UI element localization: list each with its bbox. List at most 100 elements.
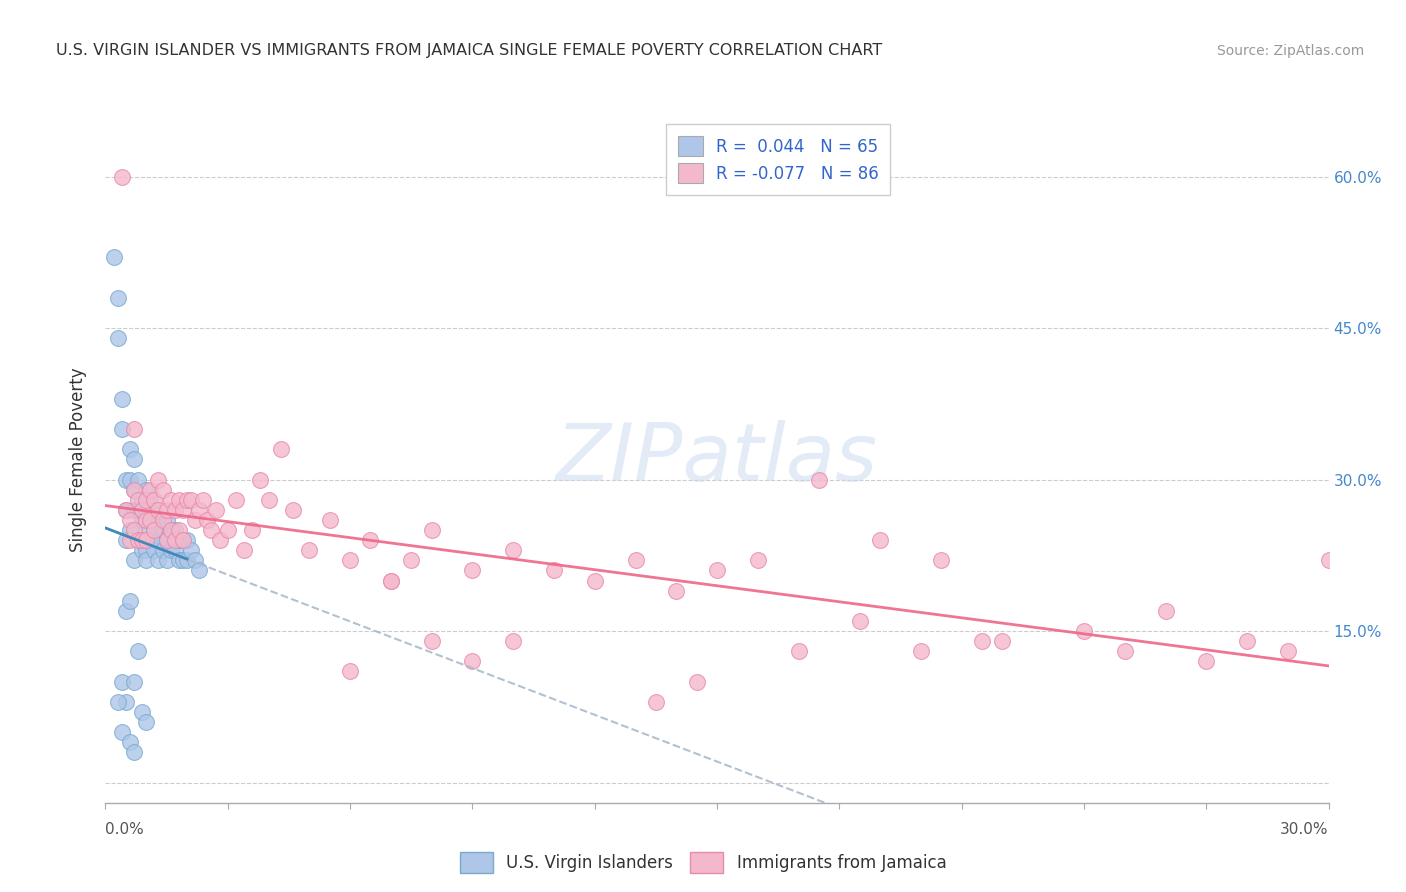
Point xyxy=(401,553,423,567)
Point xyxy=(156,513,179,527)
Point xyxy=(122,422,145,436)
Point xyxy=(869,533,891,548)
Legend: R =  0.044   N = 65, R = -0.077   N = 86: R = 0.044 N = 65, R = -0.077 N = 86 xyxy=(666,124,890,195)
Point xyxy=(172,533,194,548)
Point xyxy=(200,523,222,537)
Point xyxy=(180,543,202,558)
Point xyxy=(115,503,138,517)
Point xyxy=(991,634,1014,648)
Point xyxy=(188,503,211,517)
Point xyxy=(139,492,162,507)
Point xyxy=(233,543,256,558)
Point xyxy=(281,503,304,517)
Point xyxy=(107,695,129,709)
Point xyxy=(122,553,145,567)
Point xyxy=(156,503,179,517)
Legend: U.S. Virgin Islanders, Immigrants from Jamaica: U.S. Virgin Islanders, Immigrants from J… xyxy=(453,846,953,880)
Point xyxy=(127,473,149,487)
Point xyxy=(131,705,153,719)
Point xyxy=(152,483,174,497)
Point xyxy=(257,492,280,507)
Point xyxy=(176,553,198,567)
Point xyxy=(208,533,231,548)
Point xyxy=(270,442,292,457)
Point xyxy=(143,523,166,537)
Point xyxy=(118,513,141,527)
Point xyxy=(122,523,145,537)
Point xyxy=(167,553,190,567)
Text: 30.0%: 30.0% xyxy=(1281,822,1329,837)
Point xyxy=(159,523,181,537)
Point xyxy=(163,533,186,548)
Point xyxy=(217,523,239,537)
Point xyxy=(159,523,181,537)
Point xyxy=(139,533,162,548)
Point xyxy=(131,543,153,558)
Point xyxy=(135,714,157,729)
Point xyxy=(115,604,138,618)
Point xyxy=(115,533,138,548)
Point xyxy=(249,473,271,487)
Point xyxy=(180,492,202,507)
Point xyxy=(172,503,194,517)
Point xyxy=(118,594,141,608)
Point xyxy=(122,674,145,689)
Point xyxy=(143,543,166,558)
Point xyxy=(139,513,162,527)
Point xyxy=(339,553,361,567)
Point xyxy=(118,442,141,457)
Text: ZIPatlas: ZIPatlas xyxy=(555,420,879,499)
Point xyxy=(156,553,179,567)
Point xyxy=(1236,634,1258,648)
Point xyxy=(172,553,194,567)
Point xyxy=(127,492,149,507)
Point xyxy=(159,492,181,507)
Point xyxy=(167,492,190,507)
Point xyxy=(583,574,606,588)
Point xyxy=(118,735,141,749)
Point xyxy=(135,523,157,537)
Point xyxy=(807,473,830,487)
Point xyxy=(849,614,872,628)
Point xyxy=(184,553,207,567)
Point xyxy=(115,695,138,709)
Point xyxy=(502,634,524,648)
Point xyxy=(152,513,174,527)
Point xyxy=(380,574,402,588)
Point xyxy=(193,492,215,507)
Point xyxy=(970,634,993,648)
Point xyxy=(115,503,138,517)
Point xyxy=(139,513,162,527)
Point xyxy=(172,533,194,548)
Point xyxy=(931,553,953,567)
Point xyxy=(127,533,149,548)
Point xyxy=(111,392,134,406)
Point xyxy=(122,503,145,517)
Point xyxy=(167,533,190,548)
Point xyxy=(127,644,149,658)
Point xyxy=(380,574,402,588)
Point xyxy=(1317,553,1340,567)
Point xyxy=(135,513,157,527)
Point xyxy=(148,533,170,548)
Point xyxy=(135,553,157,567)
Point xyxy=(152,523,174,537)
Point xyxy=(118,523,141,537)
Point xyxy=(111,725,134,739)
Point xyxy=(163,503,186,517)
Text: U.S. VIRGIN ISLANDER VS IMMIGRANTS FROM JAMAICA SINGLE FEMALE POVERTY CORRELATIO: U.S. VIRGIN ISLANDER VS IMMIGRANTS FROM … xyxy=(56,43,883,58)
Point xyxy=(131,513,153,527)
Point xyxy=(139,483,162,497)
Point xyxy=(461,654,484,668)
Point xyxy=(107,331,129,345)
Point xyxy=(111,674,134,689)
Point xyxy=(115,473,138,487)
Point xyxy=(176,492,198,507)
Point xyxy=(135,483,157,497)
Point xyxy=(118,533,141,548)
Point xyxy=(1073,624,1095,639)
Point xyxy=(240,523,263,537)
Point xyxy=(156,533,179,548)
Point xyxy=(644,695,668,709)
Point xyxy=(143,492,166,507)
